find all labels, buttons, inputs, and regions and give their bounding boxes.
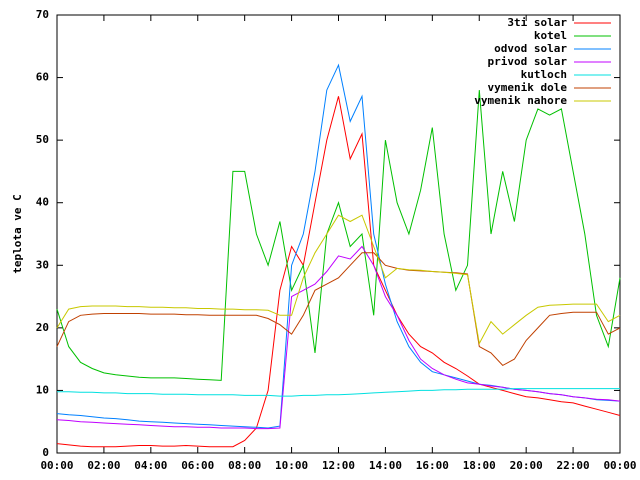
series-line [56, 214, 621, 346]
x-tick-label: 20:00 [510, 459, 543, 472]
y-tick-label: 70 [36, 8, 49, 21]
legend-label: odvod solar [494, 42, 567, 55]
y-axis-label: teplota ve C [11, 194, 24, 273]
y-tick-label: 60 [36, 71, 49, 84]
y-tick-label: 20 [36, 321, 49, 334]
y-tick-label: 0 [42, 446, 49, 459]
x-tick-label: 14:00 [369, 459, 402, 472]
legend-label: kutloch [521, 68, 567, 81]
legend-label: privod solar [488, 55, 568, 68]
x-tick-label: 18:00 [463, 459, 496, 472]
y-tick-label: 30 [36, 258, 49, 271]
series-line [56, 245, 621, 430]
y-tick-label: 50 [36, 133, 49, 146]
legend-label: kotel [534, 29, 567, 42]
legend-label: vymenik dole [488, 81, 568, 94]
x-tick-label: 02:00 [87, 459, 120, 472]
x-tick-label: 06:00 [181, 459, 214, 472]
x-tick-label: 22:00 [557, 459, 590, 472]
legend-label: vymenik nahore [474, 94, 567, 107]
series-line [56, 90, 621, 381]
x-tick-label: 16:00 [416, 459, 449, 472]
y-tick-label: 10 [36, 383, 49, 396]
x-tick-label: 12:00 [322, 459, 355, 472]
x-tick-label: 08:00 [228, 459, 261, 472]
series-line [56, 96, 621, 448]
series-line [56, 252, 621, 367]
x-tick-label: 00:00 [40, 459, 73, 472]
y-tick-label: 40 [36, 196, 49, 209]
series-line [57, 388, 620, 397]
x-tick-label: 04:00 [134, 459, 167, 472]
x-tick-label: 00:00 [603, 459, 636, 472]
x-tick-label: 10:00 [275, 459, 308, 472]
legend-label: 3ti solar [507, 16, 567, 29]
